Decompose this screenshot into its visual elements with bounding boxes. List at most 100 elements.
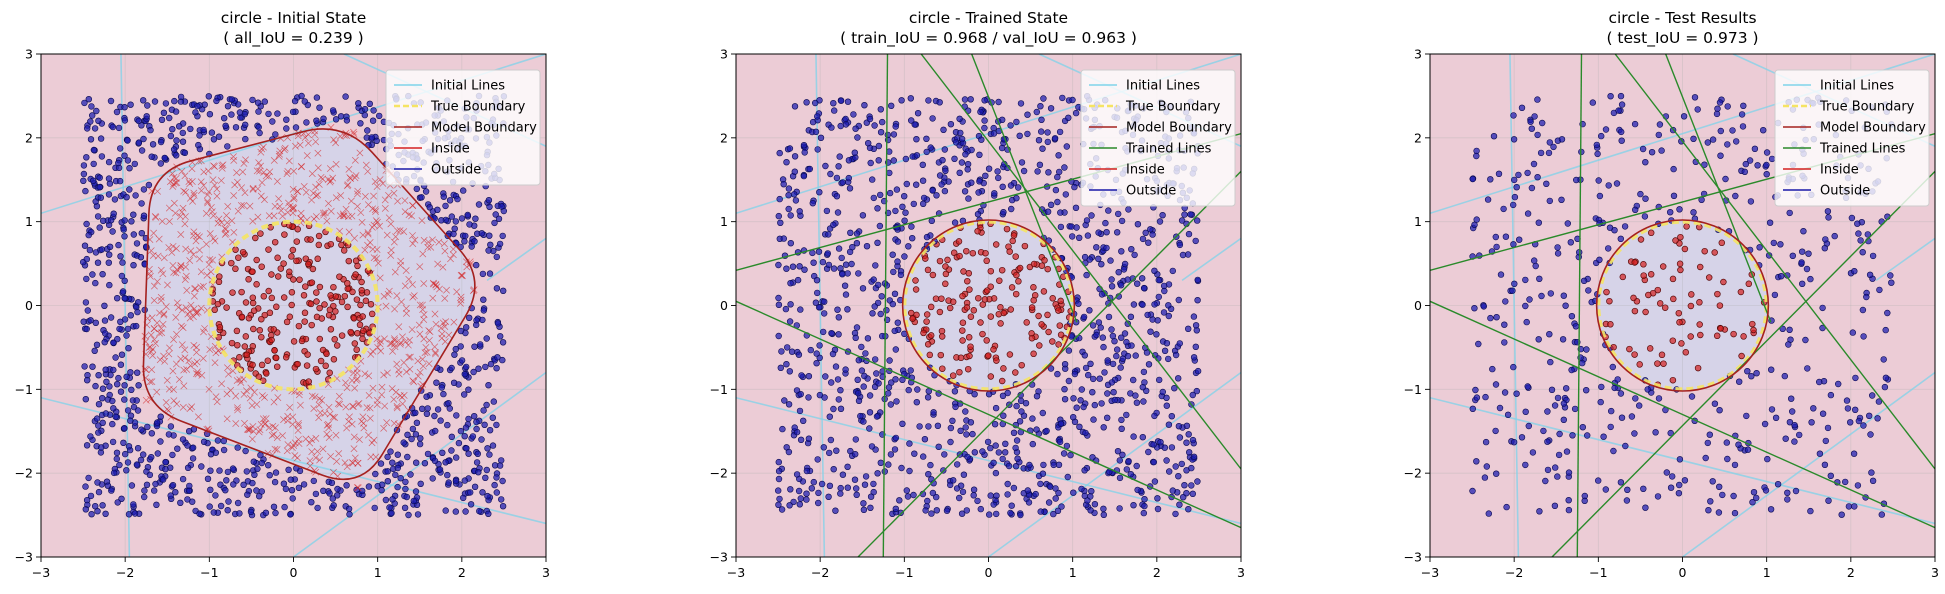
- misclassified-point: [416, 301, 424, 309]
- x-tick-label: −3: [727, 565, 745, 580]
- outside-point: [298, 92, 305, 100]
- misclassified-point: [284, 412, 292, 420]
- outside-point: [1065, 377, 1073, 385]
- outside-point: [1128, 342, 1135, 349]
- misclassified-point: [149, 352, 157, 359]
- outside-point: [1181, 211, 1188, 218]
- outside-point: [179, 475, 187, 483]
- outside-point: [301, 98, 308, 105]
- outside-point: [977, 505, 984, 513]
- inside-point: [946, 304, 954, 312]
- outside-point: [885, 384, 893, 391]
- outside-point: [1095, 319, 1103, 326]
- outside-point: [249, 96, 256, 104]
- outside-point: [133, 240, 141, 247]
- misclassified-point: [314, 149, 322, 157]
- misclassified-point: [359, 413, 367, 421]
- inside-point: [1718, 239, 1726, 247]
- misclassified-point: [374, 259, 382, 267]
- outside-point: [1694, 106, 1701, 113]
- inside-point: [939, 365, 946, 372]
- inside-point: [927, 303, 935, 311]
- model-boundary: [142, 128, 476, 481]
- misclassified-point: [408, 326, 416, 333]
- outside-point: [162, 100, 170, 107]
- outside-point: [1134, 221, 1142, 228]
- misclassified-point: [347, 197, 355, 205]
- inside-point: [1749, 320, 1756, 328]
- misclassified-point: [416, 263, 424, 271]
- outside-point: [1565, 497, 1572, 504]
- outside-point: [775, 501, 782, 508]
- outside-point: [1116, 474, 1124, 482]
- initial-line: [1682, 371, 1935, 557]
- outside-point: [320, 115, 327, 122]
- inside-point: [1647, 229, 1655, 237]
- misclassified-point: [343, 384, 351, 392]
- outside-point: [1655, 395, 1663, 402]
- outside-point: [1876, 286, 1883, 294]
- misclassified-point: [178, 208, 186, 216]
- outside-point: [452, 345, 459, 353]
- outside-point: [1786, 326, 1793, 333]
- outside-point: [1154, 495, 1161, 502]
- outside-point: [88, 112, 96, 119]
- outside-point: [95, 117, 102, 125]
- outside-point: [1852, 374, 1859, 382]
- outside-point: [1544, 408, 1551, 415]
- outside-point: [1113, 352, 1120, 360]
- outside-point: [242, 447, 249, 455]
- inside-point: [1647, 271, 1655, 278]
- outside-point: [936, 172, 944, 179]
- outside-point: [1001, 449, 1009, 456]
- outside-point: [1108, 326, 1115, 333]
- misclassified-point: [409, 293, 417, 301]
- outside-point: [905, 386, 912, 394]
- outside-point: [1175, 296, 1183, 304]
- misclassified-point: [356, 436, 363, 443]
- outside-point: [897, 271, 905, 279]
- misclassified-point: [365, 392, 373, 399]
- outside-point: [1065, 347, 1073, 354]
- outside-point: [1617, 479, 1625, 486]
- outside-point: [893, 186, 901, 193]
- inside-point: [965, 334, 973, 341]
- inside-point: [1045, 328, 1052, 336]
- inside-point: [258, 361, 266, 369]
- outside-point: [1522, 276, 1529, 284]
- outside-point: [1010, 429, 1018, 436]
- misclassified-point: [332, 160, 340, 168]
- outside-point: [413, 185, 420, 193]
- outside-point: [431, 412, 438, 420]
- outside-point: [1089, 389, 1096, 396]
- outside-point: [1487, 176, 1494, 183]
- outside-point: [1583, 432, 1591, 439]
- outside-point: [987, 492, 994, 499]
- outside-point: [1509, 287, 1516, 294]
- misclassified-point: [453, 288, 461, 296]
- outside-point: [97, 444, 105, 451]
- misclassified-point: [172, 245, 180, 252]
- outside-point: [240, 481, 247, 488]
- outside-point: [1157, 439, 1164, 446]
- inside-point: [1607, 321, 1614, 328]
- misclassified-point: [345, 418, 353, 425]
- misclassified-point: [419, 250, 427, 258]
- outside-point: [1004, 389, 1011, 397]
- outside-point: [93, 415, 101, 422]
- outside-point: [1732, 138, 1740, 145]
- misclassified-point: [391, 305, 399, 313]
- misclassified-point: [314, 164, 322, 172]
- outside-point: [1114, 210, 1122, 218]
- inside-point: [294, 225, 301, 233]
- outside-point: [491, 219, 498, 227]
- outside-point: [1680, 113, 1688, 120]
- outside-point: [1654, 493, 1662, 500]
- outside-point: [135, 299, 142, 306]
- outside-point: [833, 447, 840, 454]
- outside-point: [169, 451, 176, 459]
- misclassified-point: [202, 209, 210, 217]
- outside-point: [903, 180, 910, 188]
- outside-point: [870, 480, 877, 488]
- outside-point: [1125, 206, 1132, 213]
